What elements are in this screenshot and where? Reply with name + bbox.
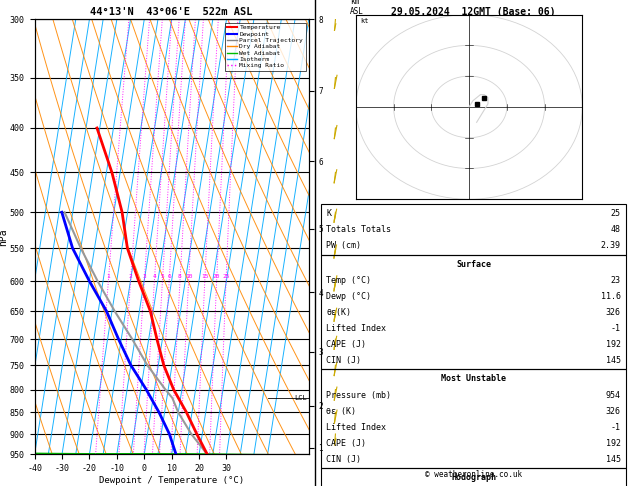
Text: Totals Totals: Totals Totals — [326, 226, 391, 234]
Text: 5: 5 — [160, 274, 164, 279]
Text: 8: 8 — [178, 274, 182, 279]
Text: 1: 1 — [106, 274, 110, 279]
Y-axis label: km
ASL: km ASL — [350, 0, 364, 16]
Text: 326: 326 — [606, 308, 621, 317]
Text: Lifted Index: Lifted Index — [326, 423, 386, 432]
Text: Most Unstable: Most Unstable — [441, 375, 506, 383]
Text: CAPE (J): CAPE (J) — [326, 340, 366, 349]
Text: θε(K): θε(K) — [326, 308, 352, 317]
Text: 20: 20 — [213, 274, 220, 279]
Text: 3: 3 — [142, 274, 146, 279]
Text: CIN (J): CIN (J) — [326, 455, 361, 464]
Text: 2: 2 — [129, 274, 133, 279]
Text: CIN (J): CIN (J) — [326, 356, 361, 365]
Text: 2.39: 2.39 — [601, 242, 621, 250]
Text: Lifted Index: Lifted Index — [326, 324, 386, 333]
Text: © weatheronline.co.uk: © weatheronline.co.uk — [425, 469, 522, 479]
Text: 23: 23 — [611, 276, 621, 285]
Text: K: K — [326, 209, 331, 218]
Text: 25: 25 — [611, 209, 621, 218]
Legend: Temperature, Dewpoint, Parcel Trajectory, Dry Adiabat, Wet Adiabat, Isotherm, Mi: Temperature, Dewpoint, Parcel Trajectory… — [225, 22, 306, 71]
Text: -1: -1 — [611, 324, 621, 333]
Y-axis label: hPa: hPa — [0, 228, 8, 246]
Text: LCL: LCL — [294, 395, 308, 401]
Text: 954: 954 — [606, 391, 621, 399]
Text: 29.05.2024  12GMT (Base: 06): 29.05.2024 12GMT (Base: 06) — [391, 7, 556, 17]
Text: 326: 326 — [606, 407, 621, 416]
Text: 11.6: 11.6 — [601, 292, 621, 301]
X-axis label: Dewpoint / Temperature (°C): Dewpoint / Temperature (°C) — [99, 476, 244, 485]
Text: Temp (°C): Temp (°C) — [326, 276, 371, 285]
Text: Dewp (°C): Dewp (°C) — [326, 292, 371, 301]
Text: 15: 15 — [201, 274, 209, 279]
Text: Surface: Surface — [456, 260, 491, 269]
Text: kt: kt — [360, 18, 369, 24]
Text: PW (cm): PW (cm) — [326, 242, 361, 250]
Text: 145: 145 — [606, 356, 621, 365]
Text: 192: 192 — [606, 439, 621, 448]
Title: 44°13'N  43°06'E  522m ASL: 44°13'N 43°06'E 522m ASL — [91, 7, 253, 17]
Text: 48: 48 — [611, 226, 621, 234]
Text: 25: 25 — [222, 274, 230, 279]
Text: -1: -1 — [611, 423, 621, 432]
Text: Hodograph: Hodograph — [451, 473, 496, 482]
Text: CAPE (J): CAPE (J) — [326, 439, 366, 448]
Text: 4: 4 — [152, 274, 156, 279]
Text: 6: 6 — [167, 274, 171, 279]
Text: Pressure (mb): Pressure (mb) — [326, 391, 391, 399]
Text: θε (K): θε (K) — [326, 407, 356, 416]
Text: 192: 192 — [606, 340, 621, 349]
Text: 10: 10 — [185, 274, 192, 279]
Text: 145: 145 — [606, 455, 621, 464]
